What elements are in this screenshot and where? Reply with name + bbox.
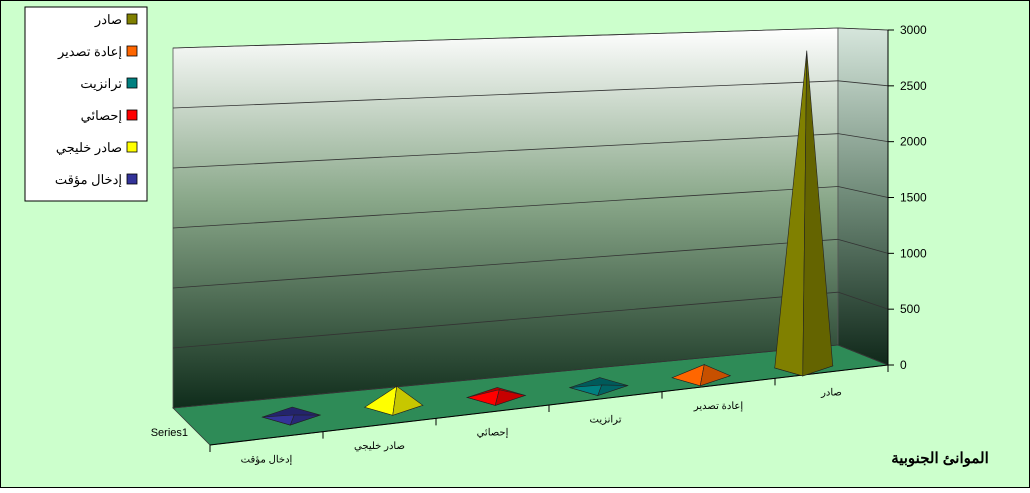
legend-label: إدخال مؤقت (55, 172, 122, 188)
legend-swatch (126, 77, 138, 89)
series-label: Series1 (151, 427, 188, 439)
gridline-side (837, 291, 889, 310)
gridline-side (837, 80, 889, 87)
legend-item: صادر (94, 12, 138, 28)
value-tick-label: 500 (900, 302, 920, 316)
pyramid-mark (671, 364, 732, 387)
category-axis: إدخال مؤقت صادر خليجي إحصائي ترانزيت إعادة ت… (209, 364, 889, 465)
category-label: صادر خليجي (354, 441, 405, 452)
value-axis: 0 500 1000 1500 2000 2500 3000 (887, 23, 927, 372)
pyramid-mark (261, 406, 322, 426)
value-tick-label: 1500 (900, 191, 927, 205)
pyramid-face-right (802, 50, 834, 377)
pyramid-face-right (289, 414, 321, 426)
pyramid-face-right (392, 385, 424, 416)
category-label: إدخال مؤقت (241, 454, 293, 465)
chart-title: الموانئ الجنوبية (891, 450, 989, 467)
legend-swatch (126, 109, 138, 121)
gridline (172, 291, 839, 349)
legend-label: ترانزيت (80, 76, 122, 92)
legend: صادر إعادة تصدير ترانزيت إحصائي صادر خليجي إد… (24, 6, 148, 202)
gridline (172, 238, 839, 289)
category-label: إعادة تصدير (693, 401, 743, 412)
legend-item: ترانزيت (80, 76, 138, 92)
value-tick-label: 2500 (900, 79, 927, 93)
category-label: صادر (820, 388, 842, 399)
legend-item: إدخال مؤقت (55, 172, 138, 188)
gridline-side (837, 133, 889, 143)
pyramid-face-right (597, 384, 628, 397)
gridlines (172, 27, 889, 409)
pyramid-face-right (494, 389, 527, 406)
value-tick-label: 3000 (900, 23, 927, 37)
pyramid-mark (568, 377, 629, 397)
gridline (172, 27, 839, 49)
gridline (172, 133, 839, 169)
value-tick-label: 1000 (900, 246, 927, 260)
category-label: إحصائي (477, 428, 509, 439)
legend-label: صادر (94, 12, 122, 28)
legend-swatch (126, 141, 138, 153)
gridline-side (837, 27, 889, 31)
legend-label: إحصائي (81, 108, 122, 124)
pyramid-face-right (699, 364, 732, 387)
gridline-side (837, 344, 889, 366)
gridline (172, 344, 839, 409)
legend-item: إعادة تصدير (57, 44, 138, 60)
legend-box (24, 6, 148, 202)
legend-label: صادر خليجي (56, 140, 122, 156)
gridline-side (837, 186, 889, 198)
legend-item: صادر خليجي (56, 140, 138, 156)
legend-item: إحصائي (81, 108, 138, 124)
legend-swatch (126, 45, 138, 57)
value-tick-label: 2000 (900, 135, 927, 149)
gridline (172, 186, 839, 229)
legend-swatch (126, 13, 138, 25)
pyramid-mark (466, 387, 527, 406)
legend-label: إعادة تصدير (57, 44, 122, 60)
side-wall (837, 27, 889, 366)
gridline-side (837, 238, 889, 254)
legend-swatch (126, 173, 138, 185)
category-label: ترانزيت (590, 414, 622, 425)
value-tick-label: 0 (900, 358, 907, 372)
pyramid-mark (363, 385, 424, 416)
gridline (172, 80, 839, 109)
pyramid-mark (773, 50, 834, 377)
pyramids (261, 50, 834, 426)
